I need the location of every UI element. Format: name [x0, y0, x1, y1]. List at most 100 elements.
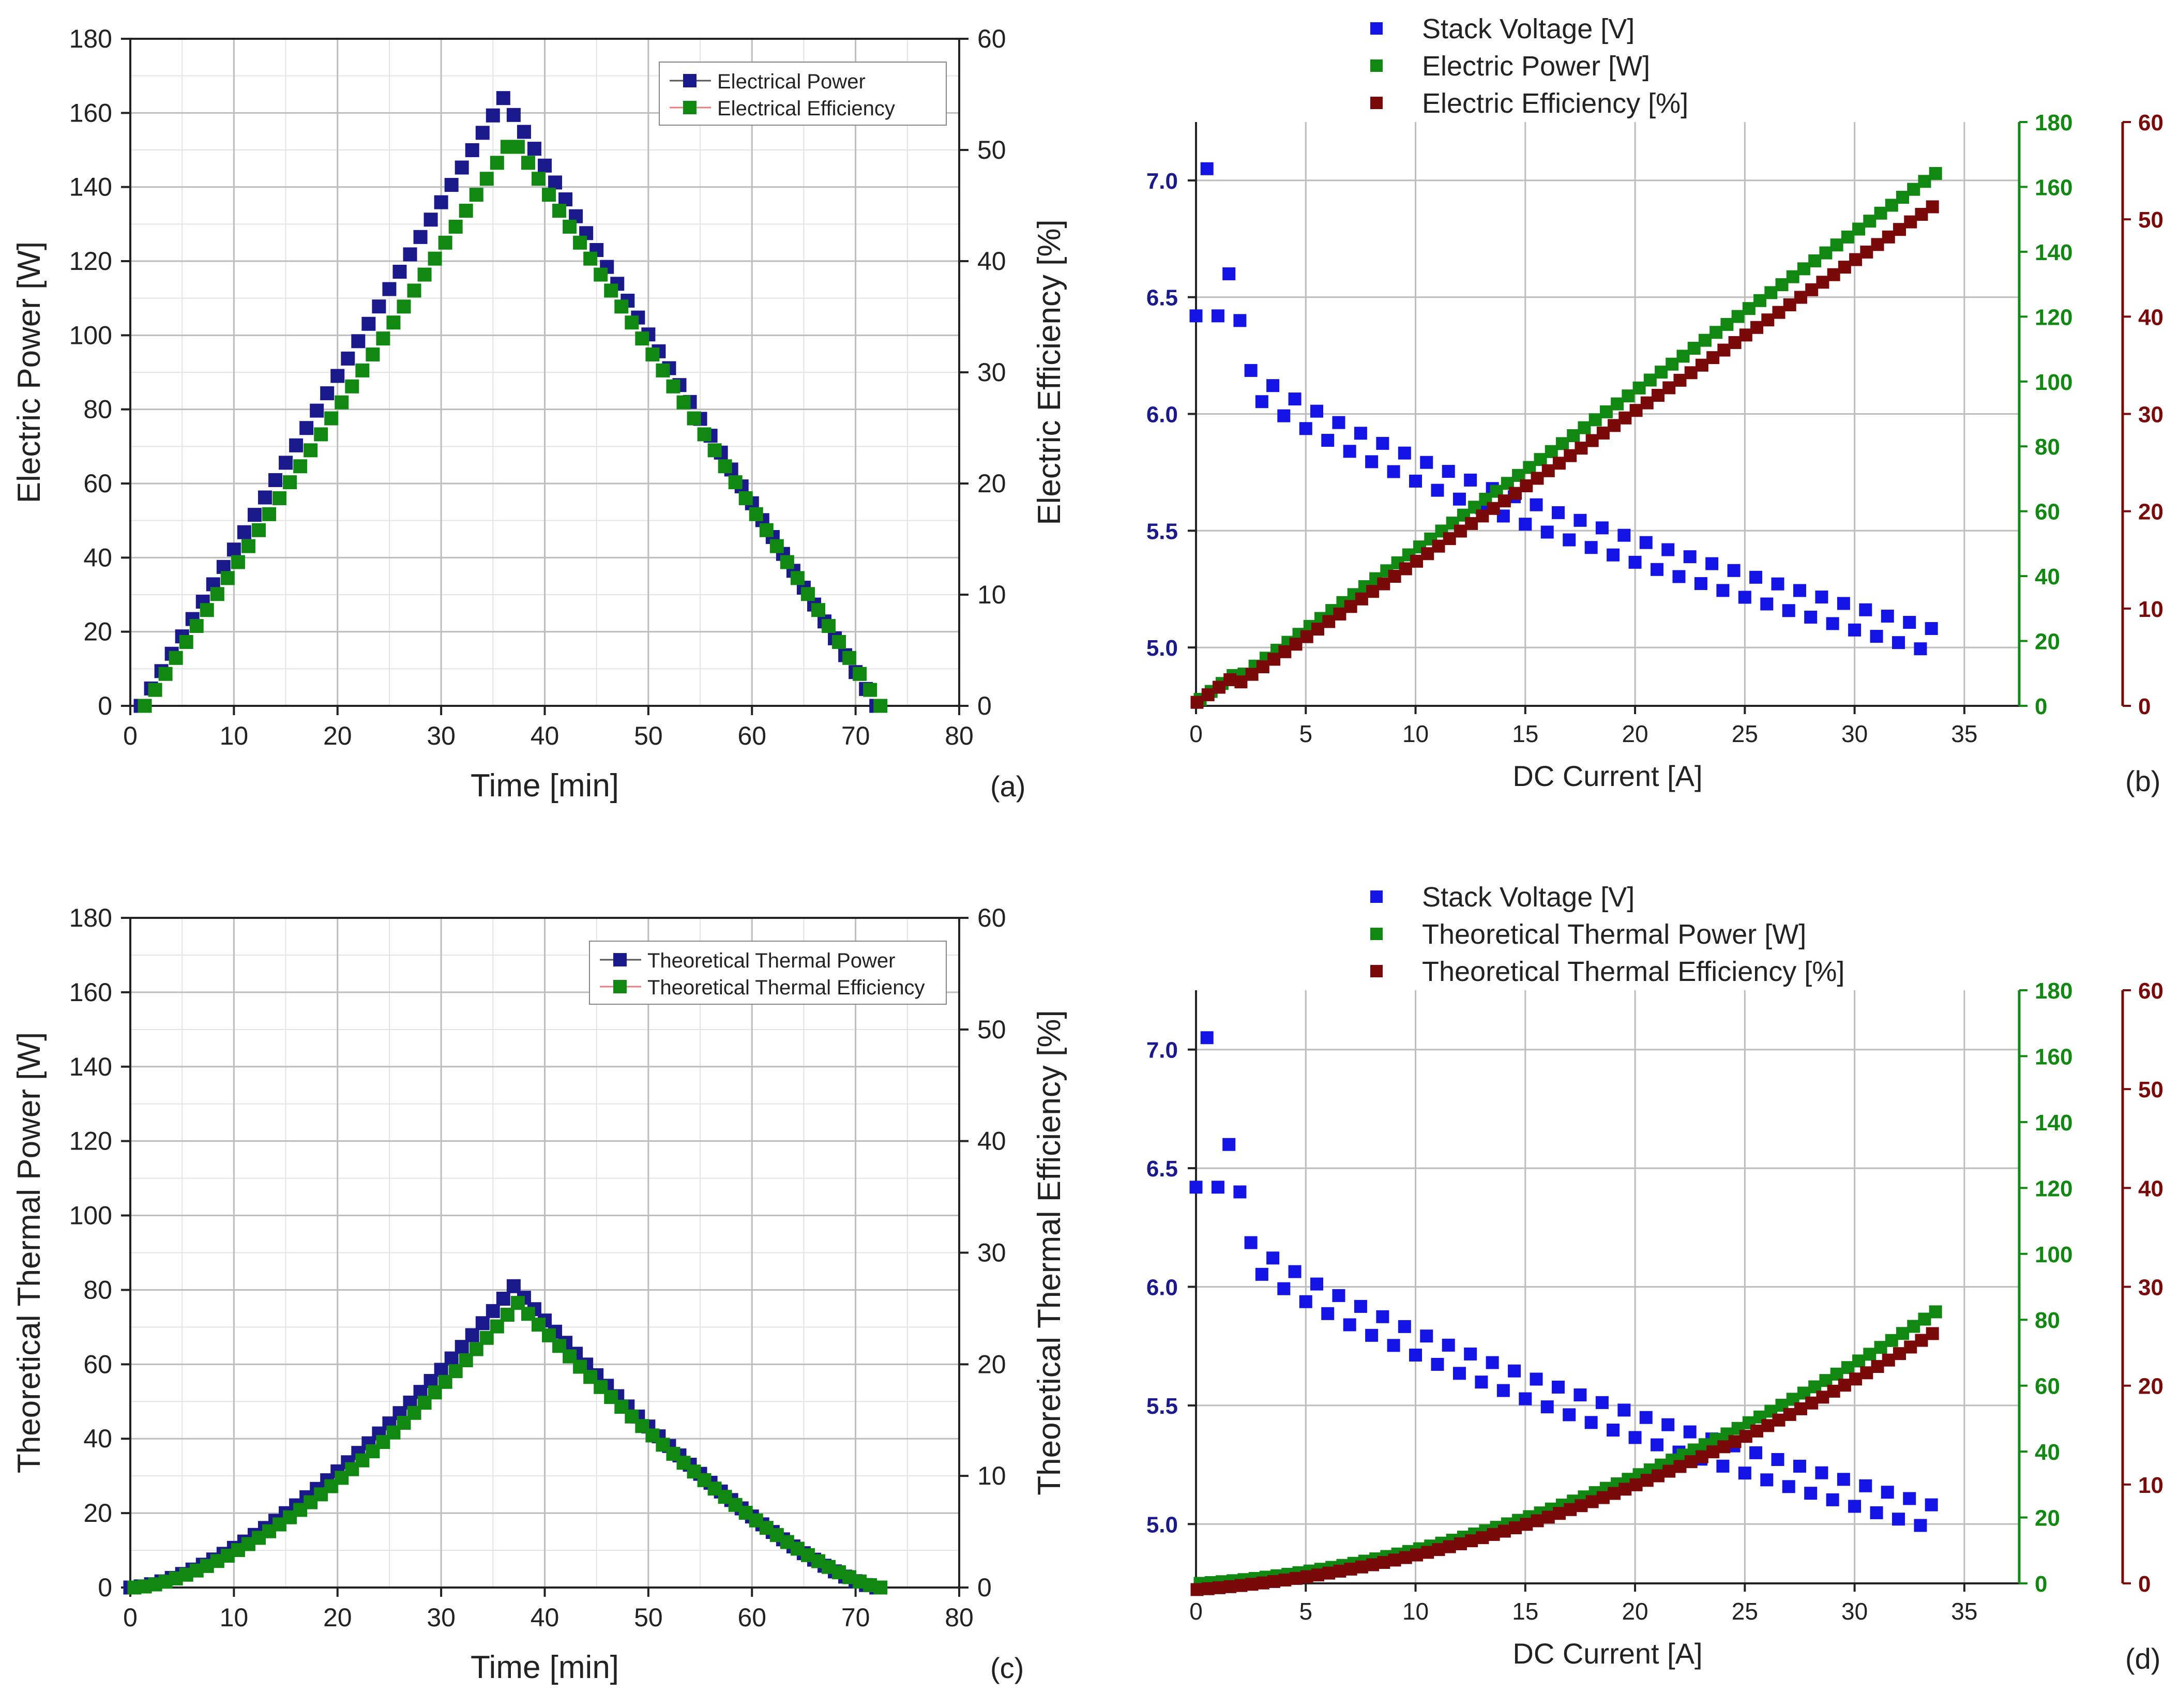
legend-label: Theoretical Thermal Efficiency [%]: [1422, 956, 1844, 987]
y3-tick-label: 50: [2138, 1077, 2163, 1102]
data-point-efficiency: [210, 587, 224, 601]
data-point-efficiency: [1728, 336, 1742, 349]
data-point-voltage: [1420, 1329, 1433, 1343]
data-point-voltage: [1892, 1513, 1905, 1526]
data-point-power: [1896, 191, 1910, 204]
y2-tick-label: 40: [977, 247, 1006, 276]
data-point-efficiency: [1212, 681, 1225, 694]
legend-label: Stack Voltage [V]: [1422, 13, 1635, 44]
data-point-efficiency: [1783, 298, 1796, 312]
legend-marker: [1370, 59, 1383, 72]
y2-tick-label: 10: [977, 580, 1006, 609]
data-point-efficiency: [1684, 366, 1698, 380]
y2-tick-label: 40: [977, 1127, 1006, 1156]
data-point-efficiency: [1662, 381, 1676, 395]
data-point-efficiency: [676, 395, 691, 410]
x-tick-label: 60: [737, 721, 766, 750]
data-point-efficiency: [1388, 1553, 1401, 1567]
data-point-voltage: [1595, 1396, 1609, 1409]
data-point-efficiency: [1552, 1507, 1566, 1520]
data-point-efficiency: [500, 1308, 515, 1322]
y3-tick-label: 50: [2138, 207, 2163, 233]
data-point-power: [372, 299, 386, 314]
y-tick-label: 180: [69, 903, 112, 932]
y-tick-label: 6.5: [1146, 285, 1178, 311]
data-point-voltage: [1607, 548, 1620, 562]
data-point-voltage: [1573, 1388, 1587, 1402]
data-point-efficiency: [158, 667, 173, 681]
data-point-efficiency: [1201, 1582, 1215, 1595]
data-point-voltage: [1266, 379, 1280, 392]
data-point-efficiency: [1816, 1390, 1829, 1404]
data-point-efficiency: [604, 283, 618, 298]
y-tick-label: 120: [69, 247, 112, 276]
data-point-voltage: [1496, 1384, 1510, 1397]
data-point-power: [1918, 1312, 1931, 1326]
data-point-voltage: [1651, 1438, 1664, 1452]
x-tick-label: 20: [323, 721, 352, 750]
y2-tick-label: 20: [2035, 629, 2060, 655]
y2-tick-label: 60: [977, 903, 1006, 932]
y3-tick-label: 20: [2138, 1374, 2163, 1399]
x-axis-label: Time [min]: [471, 768, 619, 804]
x-tick-label: 40: [531, 1603, 559, 1632]
data-point-voltage: [1277, 409, 1291, 422]
data-point-efficiency: [1531, 1514, 1544, 1528]
data-point-efficiency: [1300, 1570, 1313, 1583]
data-point-efficiency: [573, 235, 587, 250]
data-point-power: [1874, 206, 1887, 220]
data-point-power: [226, 542, 241, 557]
y-tick-label: 160: [69, 98, 112, 127]
data-point-efficiency: [542, 188, 556, 202]
data-point-power: [455, 1340, 469, 1354]
data-point-power: [1852, 222, 1866, 236]
data-point-voltage: [1683, 1425, 1697, 1439]
y-tick-label: 180: [69, 24, 112, 53]
data-point-voltage: [1738, 591, 1751, 604]
data-point-efficiency: [314, 427, 328, 442]
data-point-power: [1534, 453, 1547, 466]
x-axis-label: DC Current [A]: [1512, 1637, 1702, 1670]
data-point-efficiency: [1849, 253, 1863, 266]
data-point-power: [517, 125, 531, 139]
data-point-voltage: [1442, 465, 1455, 478]
legend: Stack Voltage [V] Theoretical Thermal Pow…: [1370, 882, 1844, 987]
data-point-power: [1764, 286, 1778, 299]
data-point-power: [1578, 421, 1591, 434]
panel-label: (d): [2125, 1642, 2160, 1675]
y2-tick-label: 60: [977, 24, 1006, 53]
data-point-efficiency: [1311, 623, 1324, 636]
y2-tick-label: 0: [2035, 1571, 2047, 1597]
data-point-voltage: [1255, 395, 1268, 409]
data-point-efficiency: [707, 443, 722, 458]
legend: Electrical Power Electrical Efficiency: [659, 62, 947, 126]
data-point-efficiency: [1904, 215, 1917, 229]
data-point-efficiency: [873, 1580, 888, 1595]
data-point-efficiency: [1794, 291, 1807, 304]
data-point-voltage: [1310, 1277, 1323, 1291]
y-tick-label: 5.0: [1146, 636, 1178, 661]
data-point-power: [1698, 334, 1712, 347]
data-point-efficiency: [1355, 1560, 1368, 1574]
x-tick-label: 70: [841, 1603, 870, 1632]
data-point-efficiency: [718, 459, 732, 474]
data-point-voltage: [1244, 1236, 1258, 1249]
data-point-voltage: [1299, 422, 1312, 435]
data-point-efficiency: [780, 555, 794, 569]
data-point-efficiency: [1333, 607, 1346, 621]
data-point-efficiency: [1520, 1518, 1533, 1531]
x-axis-label: Time [min]: [471, 1650, 619, 1685]
data-point-power: [475, 126, 490, 140]
y-tick-label: 20: [83, 617, 112, 646]
y-tick-label: 0: [98, 1573, 112, 1602]
data-point-voltage: [1519, 518, 1532, 531]
legend-label: Theoretical Thermal Power [W]: [1422, 919, 1806, 950]
y2-tick-label: 180: [2035, 110, 2072, 135]
y-tick-label: 7.0: [1146, 1038, 1178, 1063]
y2-tick-label: 100: [2035, 1242, 2072, 1267]
data-point-efficiency: [1926, 1327, 1939, 1340]
data-point-power: [1808, 254, 1822, 267]
x-tick-label: 30: [427, 1603, 456, 1632]
data-point-voltage: [1365, 1328, 1379, 1342]
data-point-power: [1841, 230, 1854, 244]
